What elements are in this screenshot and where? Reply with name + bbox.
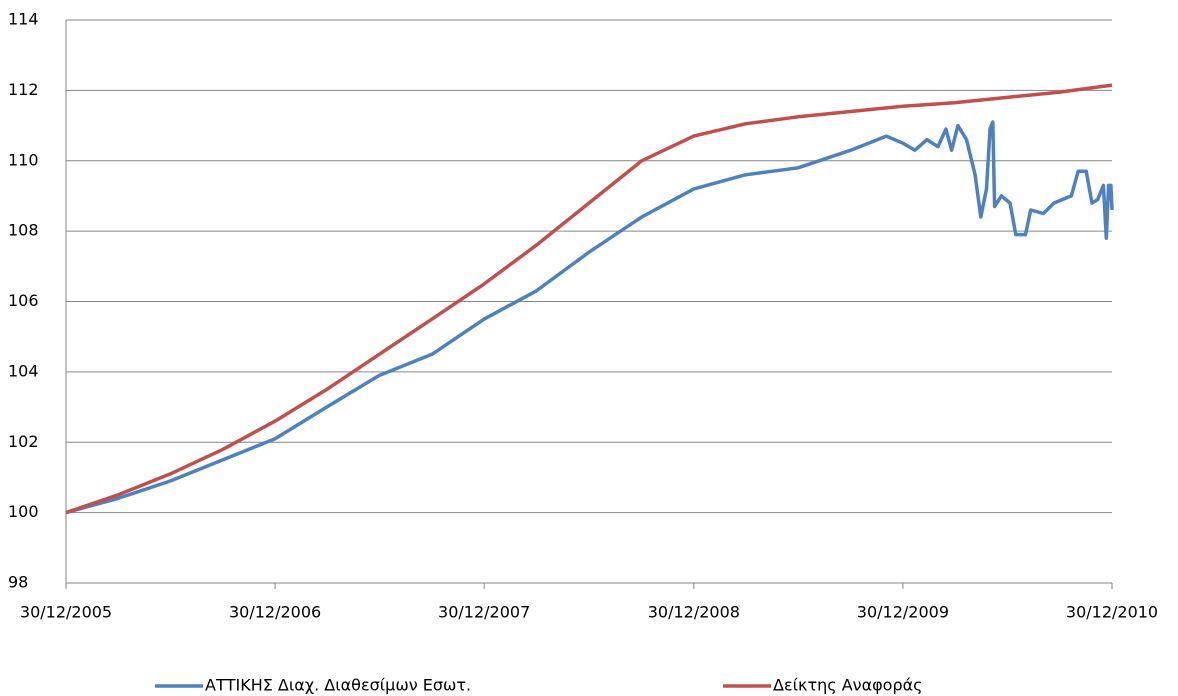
x-tick-label: 30/12/2006 (229, 603, 321, 622)
series-line (65, 120, 1114, 515)
y-tick-label: 106 (8, 291, 39, 310)
y-tick-label: 98 (8, 573, 28, 592)
y-tick-label: 102 (8, 432, 39, 451)
x-tick-label: 30/12/2009 (857, 603, 949, 622)
legend-label: ΑΤΤΙΚΗΣ Διαχ. Διαθεσίμων Εσωτ. (205, 676, 471, 695)
y-tick-label: 112 (8, 80, 39, 99)
legend-label: Δείκτης Αναφοράς (773, 676, 923, 695)
x-tick-label: 30/12/2007 (438, 603, 530, 622)
x-tick-label: 30/12/2010 (1066, 603, 1158, 622)
y-tick-label: 104 (8, 361, 39, 380)
x-tick-label: 30/12/2008 (648, 603, 740, 622)
x-tick-label: 30/12/2005 (20, 603, 112, 622)
y-tick-label: 110 (8, 150, 39, 169)
y-tick-label: 100 (8, 502, 39, 521)
y-tick-label: 114 (8, 10, 39, 29)
series-line (65, 83, 1113, 515)
y-tick-label: 108 (8, 221, 39, 240)
